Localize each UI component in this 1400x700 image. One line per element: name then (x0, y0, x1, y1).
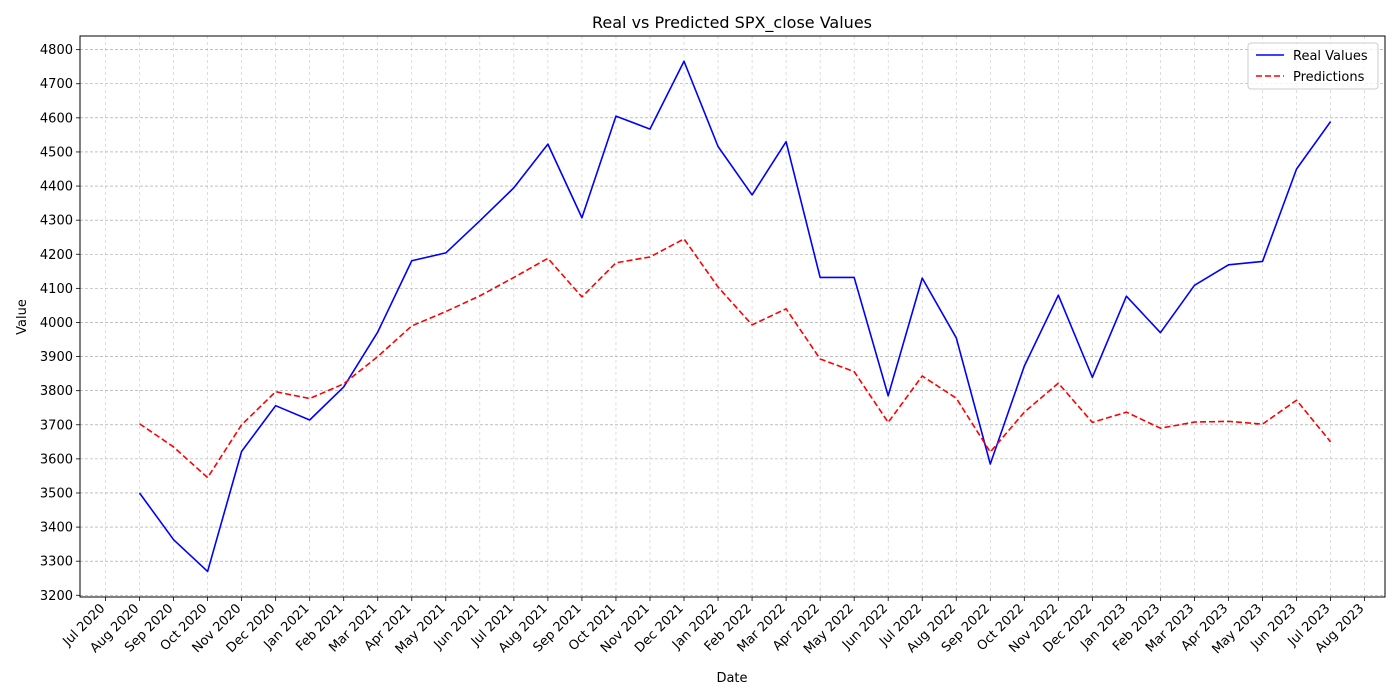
series-line-real-values (138, 60, 1332, 573)
y-tick-label: 3300 (40, 555, 73, 570)
x-axis-title: Date (716, 671, 747, 686)
y-tick-label: 3200 (40, 589, 73, 604)
y-tick-label: 4400 (40, 180, 73, 195)
series-layer (138, 60, 1332, 573)
y-axis: 3200 3300 3400 3500 3600 3700 3800 3900 4000 4100… (40, 43, 80, 604)
plot-frame (79, 35, 1386, 598)
x-gridlines (105, 36, 1365, 597)
y-tick-label: 4000 (40, 316, 73, 331)
y-tick-label: 4100 (40, 282, 73, 297)
y-tick-label: 3600 (40, 452, 73, 467)
y-axis-title: Value (15, 299, 30, 335)
y-tick-label: 4200 (40, 248, 73, 263)
y-tick-label: 4300 (40, 214, 73, 229)
y-tick-label: 4700 (40, 77, 73, 92)
y-tick-label: 4600 (40, 111, 73, 126)
y-tick-label: 3800 (40, 384, 73, 399)
y-tick-label: 4500 (40, 145, 73, 160)
y-tick-label: 3700 (40, 418, 73, 433)
chart-title: Real vs Predicted SPX_close Values (592, 13, 872, 33)
legend-label-predictions: Predictions (1293, 70, 1365, 85)
y-tick-label: 3500 (40, 486, 73, 501)
y-gridlines (80, 49, 1385, 596)
y-tick-label: 3900 (40, 350, 73, 365)
legend: Real Values Predictions (1247, 42, 1379, 90)
y-tick-label: 3400 (40, 521, 73, 536)
y-tick-label: 4800 (40, 43, 73, 58)
series-line-predictions (139, 238, 1332, 479)
legend-label-real-values: Real Values (1293, 49, 1368, 64)
